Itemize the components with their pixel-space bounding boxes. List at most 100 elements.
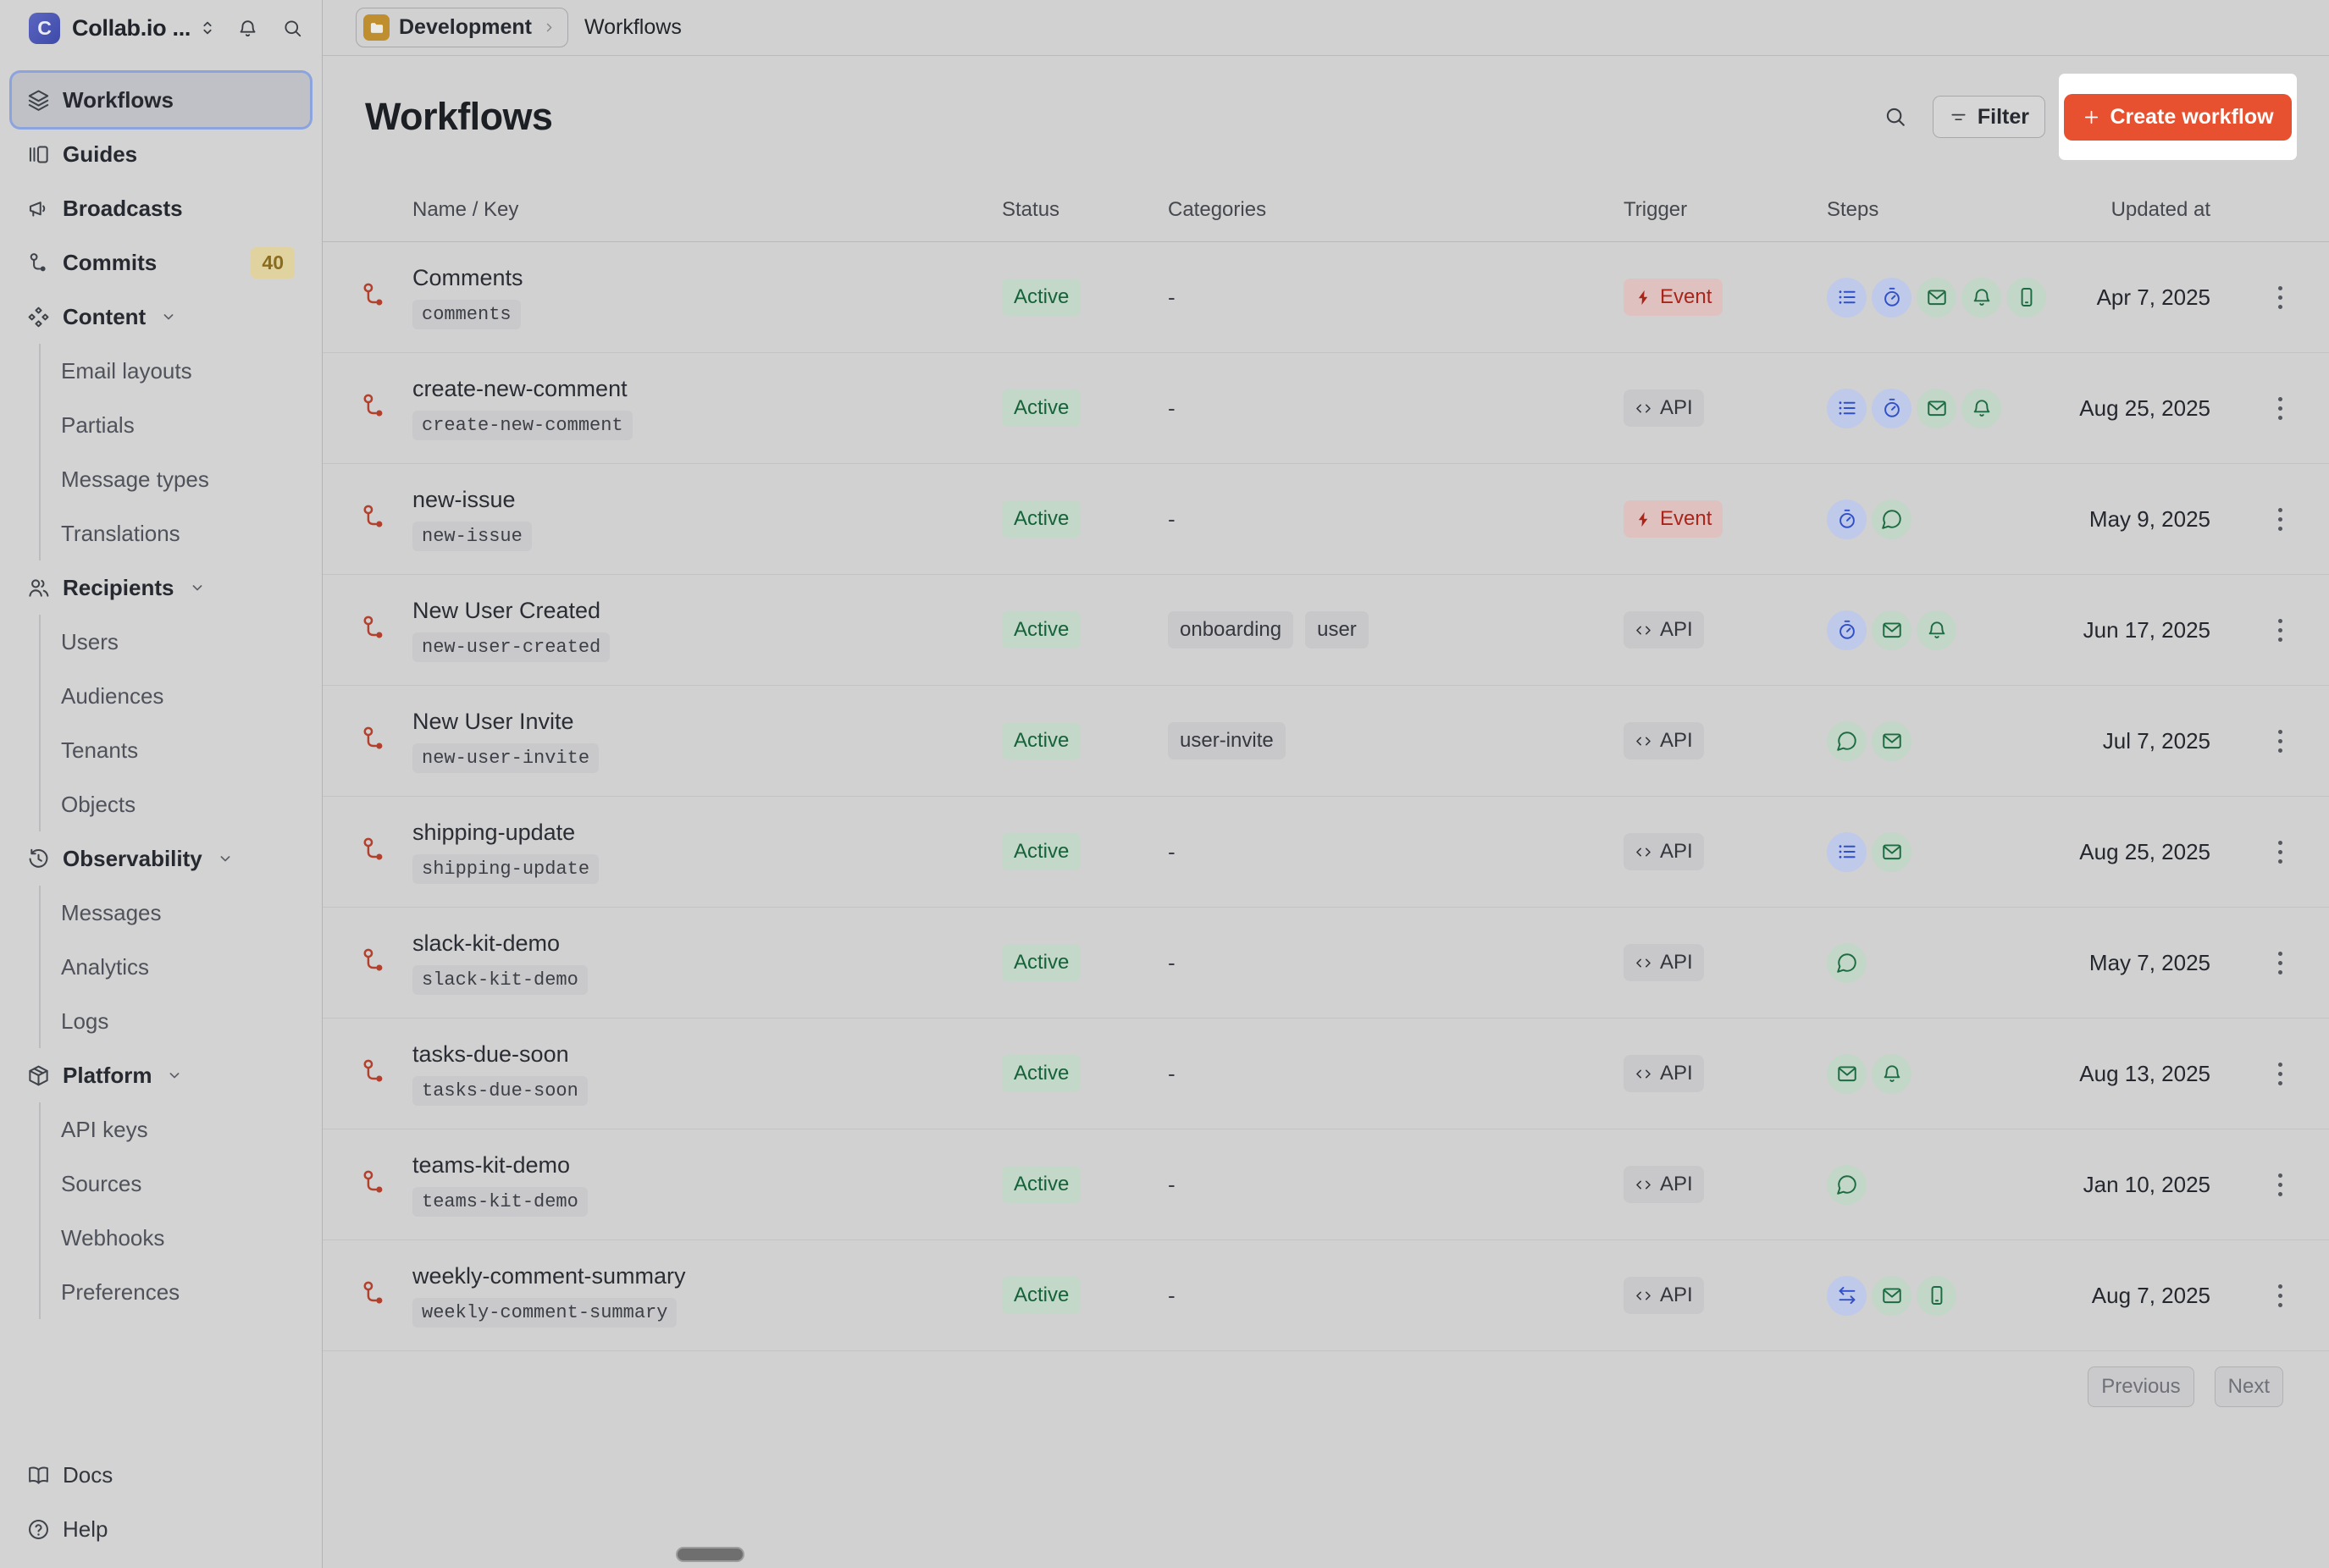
table-row[interactable]: weekly-comment-summary weekly-comment-su… — [323, 1240, 2329, 1351]
highlight-spotlight: Create workflow — [2059, 74, 2297, 160]
sidebar-item-sources[interactable]: Sources — [61, 1170, 142, 1196]
environment-selector[interactable]: Development — [356, 8, 568, 47]
row-menu-button[interactable] — [2261, 825, 2299, 879]
workflow-name[interactable]: create-new-comment — [412, 376, 628, 401]
workflow-name[interactable]: shipping-update — [412, 820, 576, 845]
table-row[interactable]: teams-kit-demo teams-kit-demo Active - A… — [323, 1129, 2329, 1240]
sidebar-item-audiences[interactable]: Audiences — [61, 682, 164, 709]
sidebar-item-api-keys[interactable]: API keys — [61, 1116, 148, 1142]
sidebar-item-analytics[interactable]: Analytics — [61, 953, 150, 980]
categories-empty: - — [1168, 1060, 1176, 1086]
table-row[interactable]: slack-kit-demo slack-kit-demo Active - A… — [323, 908, 2329, 1019]
sidebar-item-guides[interactable]: Guides — [12, 127, 310, 181]
column-header-trigger: Trigger — [1624, 197, 1688, 221]
chevron-up-down-icon[interactable] — [197, 18, 218, 38]
sidebar-item-partials[interactable]: Partials — [61, 411, 135, 438]
workflow-name[interactable]: tasks-due-soon — [412, 1041, 569, 1067]
bell-step-icon — [1917, 610, 1956, 650]
name-key-cell: New User Created new-user-created — [412, 598, 1002, 662]
table-row[interactable]: new-issue new-issue Active - Event May 9… — [323, 464, 2329, 575]
workflow-name[interactable]: New User Created — [412, 598, 601, 623]
row-menu-button[interactable] — [2261, 714, 2299, 768]
updated-at: Aug 25, 2025 — [2079, 838, 2210, 864]
help-circle-icon — [27, 1518, 50, 1541]
steps-cell — [1827, 388, 2047, 428]
search-icon[interactable] — [282, 18, 303, 39]
table-header-row: Name / Key Status Categories Trigger Ste… — [323, 178, 2329, 242]
row-menu-button[interactable] — [2261, 381, 2299, 435]
book-icon — [27, 1464, 50, 1487]
name-key-cell: slack-kit-demo slack-kit-demo — [412, 930, 1002, 995]
sidebar-item-recipients[interactable]: Recipients — [12, 560, 310, 615]
sidebar-item-objects[interactable]: Objects — [61, 791, 136, 817]
table-row[interactable]: shipping-update shipping-update Active -… — [323, 797, 2329, 908]
delay-timer-step-icon — [1872, 388, 1911, 428]
table-row[interactable]: New User Created new-user-created Active… — [323, 575, 2329, 686]
workflow-name[interactable]: New User Invite — [412, 709, 574, 734]
sidebar-item-label: Commits — [63, 249, 158, 275]
row-menu-button[interactable] — [2261, 492, 2299, 546]
row-menu-button[interactable] — [2261, 603, 2299, 657]
row-menu-button[interactable] — [2261, 936, 2299, 990]
sidebar-item-platform[interactable]: Platform — [12, 1048, 310, 1102]
sidebar-item-messages[interactable]: Messages — [61, 899, 162, 925]
table-row[interactable]: create-new-comment create-new-comment Ac… — [323, 353, 2329, 464]
sidebar-item-webhooks[interactable]: Webhooks — [61, 1224, 165, 1251]
steps-cell — [1827, 277, 2047, 317]
trigger-badge: API — [1624, 1277, 1704, 1314]
row-menu-button[interactable] — [2261, 1157, 2299, 1212]
table-row[interactable]: New User Invite new-user-invite Active u… — [323, 686, 2329, 797]
sidebar-item-workflows[interactable]: Workflows — [12, 73, 310, 127]
row-menu-button[interactable] — [2261, 270, 2299, 324]
next-page-button[interactable]: Next — [2214, 1366, 2283, 1407]
sidebar-item-translations[interactable]: Translations — [61, 520, 180, 546]
sidebar-item-users[interactable]: Users — [61, 628, 119, 654]
code-icon — [1635, 843, 1652, 861]
sidebar-item-logs[interactable]: Logs — [61, 1008, 109, 1034]
steps-cell — [1827, 499, 2047, 539]
sidebar-item-content[interactable]: Content — [12, 290, 310, 344]
row-menu-button[interactable] — [2261, 1046, 2299, 1101]
workflow-key-badge: new-user-invite — [412, 743, 600, 773]
workspace-name: Collab.io ... — [72, 14, 191, 41]
name-key-cell: new-issue new-issue — [412, 487, 1002, 551]
sidebar-item-broadcasts[interactable]: Broadcasts — [12, 181, 310, 235]
updated-at: Apr 7, 2025 — [2096, 284, 2210, 310]
sidebar-item-docs[interactable]: Docs — [12, 1448, 310, 1502]
workflow-name[interactable]: new-issue — [412, 487, 516, 512]
status-cell: Active — [1002, 1277, 1168, 1314]
table-row[interactable]: tasks-due-soon tasks-due-soon Active - A… — [323, 1019, 2329, 1129]
status-badge: Active — [1002, 279, 1082, 316]
trigger-badge: API — [1624, 833, 1704, 870]
workspace-switcher[interactable]: C Collab.io ... — [0, 0, 322, 56]
sidebar-item-message-types[interactable]: Message types — [61, 466, 209, 492]
bell-icon[interactable] — [237, 18, 258, 39]
workspace-logo: C — [29, 12, 60, 44]
create-workflow-button[interactable]: Create workflow — [2064, 93, 2292, 141]
layers-icon — [27, 89, 50, 112]
filter-button[interactable]: Filter — [1932, 96, 2045, 138]
horizontal-scrollbar-thumb[interactable] — [676, 1547, 744, 1562]
workflow-name[interactable]: Comments — [412, 265, 523, 290]
table-row[interactable]: Comments comments Active - Event Apr 7, … — [323, 242, 2329, 353]
trigger-cell: API — [1624, 611, 1827, 649]
sidebar-item-preferences[interactable]: Preferences — [61, 1278, 180, 1305]
page-actions: Filter Create workflow — [1884, 74, 2297, 160]
sidebar-item-commits[interactable]: Commits 40 — [12, 235, 310, 290]
previous-page-button[interactable]: Previous — [2088, 1366, 2194, 1407]
chat-step-icon — [1827, 942, 1867, 983]
sidebar-item-email-layouts[interactable]: Email layouts — [61, 357, 192, 384]
sidebar-item-tenants[interactable]: Tenants — [61, 737, 139, 763]
workflow-name[interactable]: teams-kit-demo — [412, 1152, 571, 1178]
row-menu-button[interactable] — [2261, 1268, 2299, 1322]
chevron-right-icon — [541, 19, 557, 36]
workflow-name[interactable]: slack-kit-demo — [412, 930, 561, 956]
search-button[interactable] — [1884, 105, 1907, 129]
plus-icon — [2082, 108, 2101, 127]
categories-cell: - — [1168, 284, 1624, 311]
trigger-label: API — [1660, 1062, 1693, 1085]
sidebar-item-observability[interactable]: Observability — [12, 831, 310, 886]
sidebar-item-help[interactable]: Help — [12, 1502, 310, 1556]
workflow-name[interactable]: weekly-comment-summary — [412, 1263, 686, 1289]
category-badge: user-invite — [1168, 722, 1286, 759]
